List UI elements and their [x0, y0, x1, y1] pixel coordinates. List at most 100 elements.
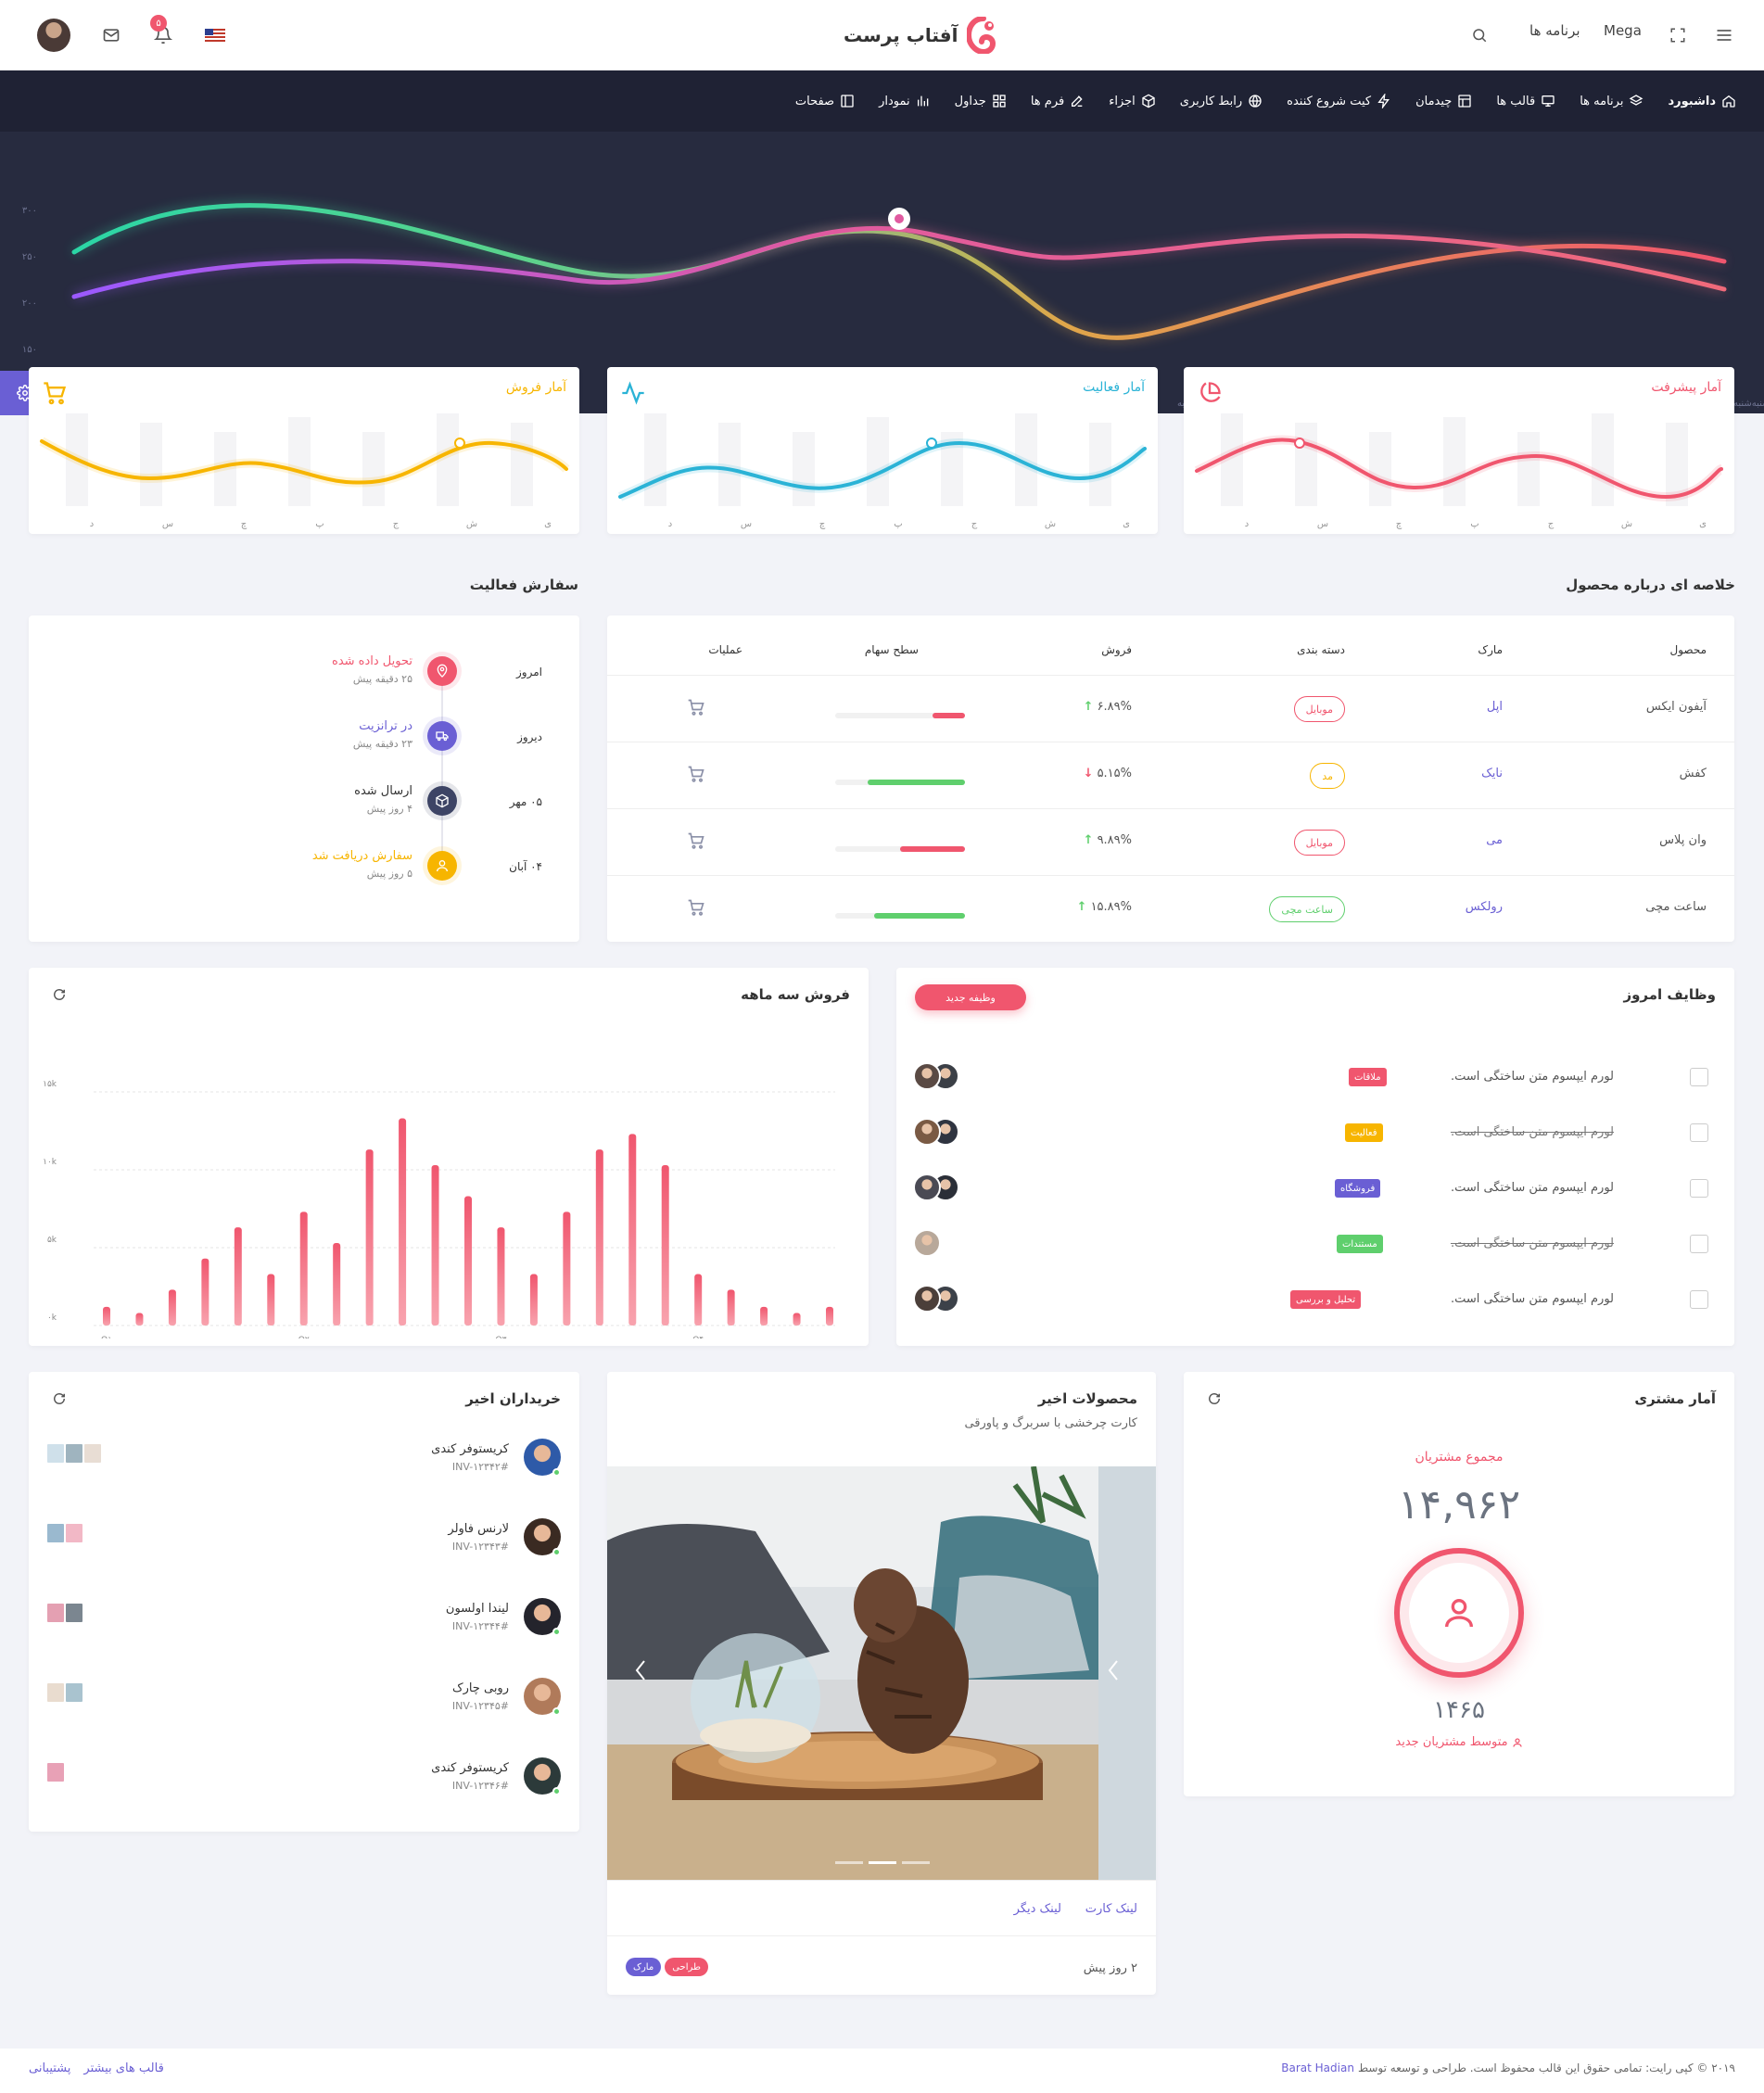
task-checkbox[interactable] — [1690, 1123, 1708, 1142]
shopping-cart-icon — [44, 382, 67, 405]
search-icon[interactable] — [1465, 20, 1494, 50]
nav-item-6[interactable]: اجزاء — [1109, 94, 1156, 108]
task-text: لورم ایپسوم متن ساختگی است. — [1450, 1292, 1614, 1306]
nav-item-7[interactable]: فرم ها — [1031, 94, 1085, 108]
product-name: وان پلاس — [1659, 833, 1707, 847]
apps-menu-link[interactable]: برنامه ها — [1529, 22, 1580, 39]
add-to-cart-icon[interactable] — [687, 698, 705, 717]
task-checkbox[interactable] — [1690, 1068, 1708, 1086]
home-icon — [1722, 95, 1735, 108]
nav-item-5[interactable]: رابط کاربری — [1180, 94, 1263, 108]
pie-chart-icon — [1200, 382, 1221, 402]
avg-new-customers-label: متوسط مشتریان جدید — [1395, 1735, 1508, 1749]
y-tick-label: ۵k — [47, 1236, 57, 1245]
nav-item-10[interactable]: صفحات — [795, 94, 855, 108]
nav-item-3[interactable]: چیدمان — [1415, 94, 1472, 108]
more-templates-link[interactable]: قالب های بیشتر — [83, 2061, 164, 2075]
timeline-item: امروز تحویل داده شده ۲۵ دقیقه پیش — [29, 651, 579, 716]
task-checkbox[interactable] — [1690, 1235, 1708, 1253]
us-flag-icon[interactable] — [200, 20, 230, 50]
mini-stat-card: آمار فعالیت ی ش ج پ چ س د — [607, 367, 1158, 534]
refresh-icon[interactable] — [1208, 1392, 1221, 1405]
total-customers-label: مجموع مشتریان — [1415, 1450, 1504, 1465]
sales-bar — [628, 1134, 637, 1326]
product-brand: اپل — [1486, 700, 1503, 714]
avatar — [913, 1229, 941, 1257]
nav-item-label: جداول — [954, 94, 986, 108]
nav-item-label: کیت شروع کننده — [1287, 94, 1372, 108]
mega-menu-link[interactable]: Mega — [1604, 22, 1642, 39]
table-header-cell: محصول — [1669, 643, 1707, 656]
product-carousel[interactable] — [607, 1466, 1156, 1880]
buyer-item[interactable]: لیندا اولسون INV-۱۲۳۴۴# — [29, 1589, 579, 1668]
x-tick-label: Q۱ — [101, 1336, 112, 1338]
mini-stat-x-label: س — [162, 519, 173, 529]
author-link[interactable]: Barat Hadian — [1281, 2061, 1354, 2074]
nav-item-1[interactable]: برنامه ها — [1580, 94, 1643, 108]
mini-stat-point — [926, 438, 937, 449]
nav-item-label: نمودار — [879, 94, 910, 108]
task-text: لورم ایپسوم متن ساختگی است. — [1450, 1181, 1614, 1195]
nav-item-9[interactable]: نمودار — [879, 94, 931, 108]
nav-item-2[interactable]: قالب ها — [1496, 94, 1555, 108]
menu-icon[interactable] — [1709, 20, 1739, 50]
task-checkbox[interactable] — [1690, 1179, 1708, 1198]
mini-stat-x-label: پ — [894, 519, 902, 529]
customer-stats-card: آمار مشتری مجموع مشتریان ۱۴,۹۶۲ ۱۴۶۵ متو… — [1184, 1372, 1734, 1796]
timeline-subtitle: ۵ روز پیش — [366, 868, 412, 880]
mail-icon[interactable] — [96, 20, 126, 50]
mini-stat-title: آمار فروش — [505, 380, 566, 395]
nav-item-label: چیدمان — [1415, 94, 1453, 108]
buyer-item[interactable]: کریستوفر کندی INV-۱۲۳۴۲# — [29, 1429, 579, 1509]
nav-item-8[interactable]: جداول — [955, 94, 1007, 108]
bell-icon[interactable]: ۵ — [148, 15, 178, 50]
quarterly-sales-card: فروش سه ماهه ۱۵k ۱۰k ۵k ۰k Q۱ Q۲ Q۳ Q۴ — [29, 968, 869, 1346]
card-link[interactable]: لینک کارت — [1085, 1902, 1137, 1916]
user-icon — [437, 860, 448, 872]
task-tag: فروشگاه — [1335, 1179, 1381, 1198]
mini-stat-bar — [1592, 413, 1614, 506]
other-link[interactable]: لینک دیگر — [1013, 1902, 1061, 1916]
mini-stat-bar — [437, 413, 459, 506]
mini-stat-title: آمار پیشرفت — [1651, 380, 1721, 395]
mini-stat-point — [454, 438, 465, 449]
task-checkbox[interactable] — [1690, 1290, 1708, 1309]
add-to-cart-icon[interactable] — [687, 831, 705, 850]
task-assignees — [913, 1118, 959, 1146]
brand-logo[interactable]: آفتاب پرست — [844, 15, 1000, 56]
buyer-item[interactable]: کریستوفر کندی INV-۱۲۳۴۶# — [29, 1748, 579, 1828]
sales-value: ↑ ۱۵.۸۹% — [1077, 900, 1132, 914]
timeline-dot — [427, 721, 457, 751]
refresh-icon[interactable] — [53, 988, 66, 1001]
new-task-button[interactable]: وظیفه جدید — [915, 984, 1026, 1010]
copyright-text: ۲۰۱۹ © کپی رایت: تمامی حقوق این قالب محف… — [1357, 2061, 1735, 2074]
buyer-invoice: INV-۱۲۳۴۲# — [451, 1461, 509, 1473]
nav-item-0[interactable]: داشبورد — [1668, 94, 1736, 108]
product-tag[interactable]: طراحی — [665, 1958, 708, 1976]
purchased-item-thumb — [47, 1444, 64, 1463]
edit-icon — [1072, 95, 1083, 107]
sales-bar — [661, 1164, 669, 1326]
add-to-cart-icon[interactable] — [687, 898, 705, 917]
support-link[interactable]: پشتیبانی — [29, 2061, 71, 2075]
package-icon — [436, 793, 449, 808]
task-text: لورم ایپسوم متن ساختگی است. — [1450, 1237, 1614, 1250]
product-tag[interactable]: مارک — [626, 1958, 662, 1976]
add-to-cart-icon[interactable] — [687, 765, 705, 783]
hero-y-tick: ۲۵۰ — [22, 252, 37, 262]
user-avatar[interactable] — [37, 19, 70, 52]
fullscreen-icon[interactable] — [1663, 20, 1693, 50]
purchased-item-thumb — [66, 1604, 82, 1622]
nav-item-4[interactable]: کیت شروع کننده — [1287, 94, 1391, 108]
sales-bar — [727, 1289, 735, 1326]
timeline-title: تحویل داده شده — [332, 654, 412, 668]
sales-bar — [234, 1227, 242, 1326]
mini-stat-bar — [1666, 423, 1688, 506]
online-status-dot — [552, 1628, 561, 1636]
refresh-icon[interactable] — [53, 1392, 66, 1405]
timeline-item: دیروز در ترانزیت ۲۳ دقیقه پیش — [29, 716, 579, 780]
mini-stat-x-label: پ — [315, 519, 324, 529]
buyer-item[interactable]: لارنس فاولر INV-۱۲۳۴۳# — [29, 1509, 579, 1589]
buyer-item[interactable]: روبی چارک INV-۱۲۳۴۵# — [29, 1668, 579, 1748]
